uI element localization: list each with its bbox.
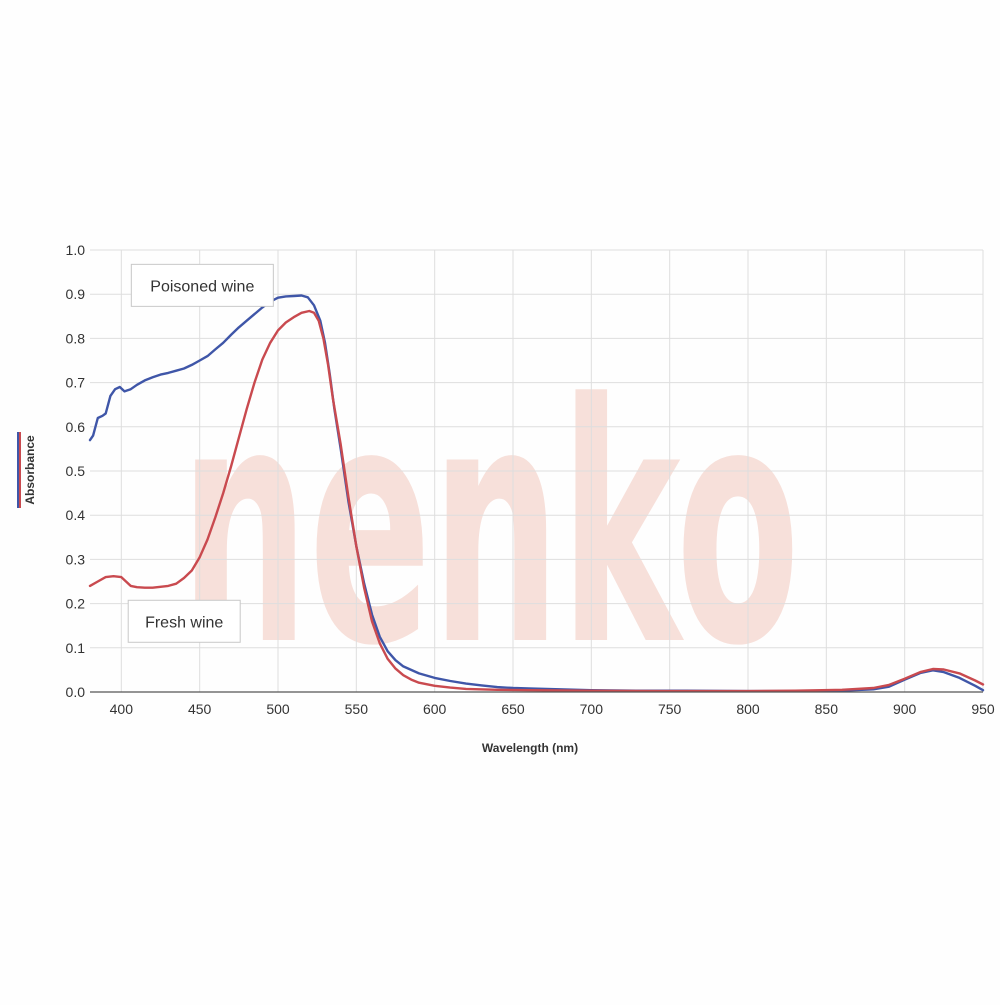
x-axis-title: Wavelength (nm) [482, 741, 578, 755]
annotation-box [127, 599, 241, 643]
x-tick-label: 800 [736, 701, 760, 717]
annotation-fresh-wine: Fresh wine [127, 599, 241, 643]
x-axis-ticks: 400 450 500 550 600 650 700 750 800 850 900 950 [110, 701, 995, 717]
y-axis-title-group: Absorbance [17, 432, 37, 508]
y-tick-label: 0.2 [66, 596, 86, 612]
series-lines [88, 294, 985, 693]
x-tick-label: 750 [658, 701, 682, 717]
series-line-fresh-wine [88, 309, 985, 693]
y-tick-label: 0.8 [66, 330, 86, 346]
x-tick-label: 950 [971, 701, 995, 717]
annotation-box [130, 263, 274, 307]
watermark: nenko [180, 334, 800, 718]
y-tick-label: 0.6 [66, 419, 86, 435]
y-tick-label: 0.3 [66, 551, 86, 567]
annotation-poisoned-wine: Poisoned wine [130, 263, 274, 307]
annotations: Poisoned wine Fresh wine [127, 263, 274, 643]
annotation-label: Fresh wine [145, 614, 223, 631]
y-tick-label: 1.0 [66, 242, 86, 258]
y-tick-label: 0.0 [66, 684, 86, 700]
y-axis-title: Absorbance [23, 435, 37, 505]
x-tick-label: 400 [110, 701, 134, 717]
x-tick-label: 500 [266, 701, 290, 717]
x-tick-label: 550 [345, 701, 369, 717]
x-tick-label: 450 [188, 701, 212, 717]
gridlines [90, 249, 984, 692]
y-tick-label: 0.1 [66, 640, 86, 656]
y-tick-label: 0.7 [66, 375, 86, 391]
x-tick-label: 650 [501, 701, 525, 717]
x-tick-label: 700 [580, 701, 604, 717]
watermark-text: nenko [180, 334, 800, 718]
x-tick-label: 900 [893, 701, 917, 717]
y-tick-label: 0.5 [66, 463, 86, 479]
x-tick-label: 850 [815, 701, 839, 717]
y-tick-label: 0.9 [66, 286, 86, 302]
annotation-label: Poisoned wine [150, 278, 254, 295]
x-tick-label: 600 [423, 701, 447, 717]
y-axis-ticks: 0.0 0.1 0.2 0.3 0.4 0.5 0.6 0.7 0.8 0.9 1.0 [66, 242, 86, 700]
y-tick-label: 0.4 [66, 507, 86, 523]
